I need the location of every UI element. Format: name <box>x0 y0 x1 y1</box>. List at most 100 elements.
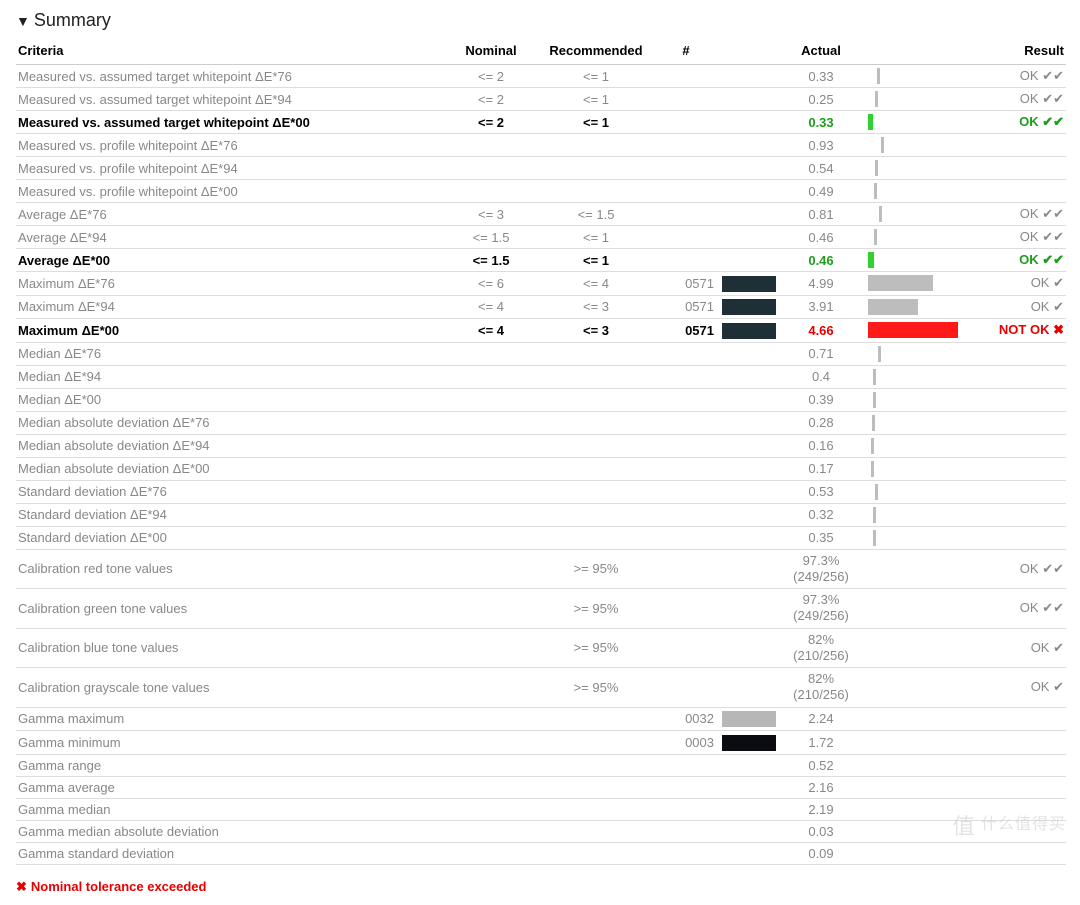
nominal-cell <box>446 754 536 776</box>
swatch-cell <box>716 249 776 272</box>
value-tick <box>871 438 874 454</box>
number-cell: 0571 <box>656 319 716 343</box>
swatch-cell <box>716 180 776 203</box>
table-row: Average ΔE*94<= 1.5<= 10.46OK ✔✔ <box>16 226 1066 249</box>
nominal-cell <box>446 731 536 755</box>
nominal-cell: <= 6 <box>446 272 536 296</box>
number-cell <box>656 111 716 134</box>
bar-cell <box>866 628 956 668</box>
criteria-cell: Gamma average <box>16 776 446 798</box>
table-row: Gamma standard deviation0.09 <box>16 842 1066 864</box>
criteria-cell: Median absolute deviation ΔE*00 <box>16 457 446 480</box>
swatch-cell <box>716 842 776 864</box>
color-swatch <box>722 735 776 751</box>
number-cell <box>656 503 716 526</box>
criteria-cell: Gamma range <box>16 754 446 776</box>
criteria-cell: Standard deviation ΔE*00 <box>16 526 446 549</box>
nominal-cell <box>446 707 536 731</box>
swatch-cell <box>716 434 776 457</box>
recommended-cell <box>536 134 656 157</box>
footer-text: Nominal tolerance exceeded <box>31 879 207 894</box>
value-tick <box>878 346 881 362</box>
nominal-cell <box>446 134 536 157</box>
summary-toggle[interactable]: ▼Summary <box>16 10 1064 31</box>
actual-cell: 0.39 <box>776 388 866 411</box>
swatch-cell <box>716 65 776 88</box>
summary-title: Summary <box>34 10 111 30</box>
bar-cell <box>866 526 956 549</box>
result-cell: OK ✔✔ <box>956 589 1066 629</box>
nominal-cell <box>446 798 536 820</box>
actual-cell: 0.4 <box>776 365 866 388</box>
table-row: Standard deviation ΔE*000.35 <box>16 526 1066 549</box>
number-cell <box>656 842 716 864</box>
result-cell <box>956 820 1066 842</box>
table-row: Average ΔE*76<= 3<= 1.50.81OK ✔✔ <box>16 203 1066 226</box>
nominal-cell <box>446 668 536 708</box>
actual-cell: 97.3%(249/256) <box>776 589 866 629</box>
number-cell <box>656 798 716 820</box>
bar-cell <box>866 295 956 319</box>
nominal-cell: <= 1.5 <box>446 249 536 272</box>
recommended-cell: <= 3 <box>536 319 656 343</box>
recommended-cell <box>536 388 656 411</box>
actual-cell: 0.25 <box>776 88 866 111</box>
recommended-cell: >= 95% <box>536 628 656 668</box>
swatch-cell <box>716 628 776 668</box>
nominal-cell <box>446 365 536 388</box>
nominal-cell <box>446 526 536 549</box>
recommended-cell <box>536 157 656 180</box>
value-bar <box>868 114 873 130</box>
value-tick <box>873 369 876 385</box>
criteria-cell: Calibration blue tone values <box>16 628 446 668</box>
actual-cell: 97.3%(249/256) <box>776 549 866 589</box>
recommended-cell: <= 1.5 <box>536 203 656 226</box>
swatch-cell <box>716 365 776 388</box>
bar-cell <box>866 707 956 731</box>
criteria-cell: Gamma maximum <box>16 707 446 731</box>
actual-cell: 0.81 <box>776 203 866 226</box>
table-row: Calibration green tone values>= 95%97.3%… <box>16 589 1066 629</box>
bar-cell <box>866 589 956 629</box>
check-icon: ✔ <box>1049 299 1064 314</box>
value-tick <box>881 137 884 153</box>
col-recommended: Recommended <box>536 39 656 65</box>
criteria-cell: Median ΔE*00 <box>16 388 446 411</box>
actual-cell: 1.72 <box>776 731 866 755</box>
number-cell: 0032 <box>656 707 716 731</box>
recommended-cell <box>536 434 656 457</box>
number-cell <box>656 88 716 111</box>
check-icon: ✔✔ <box>1039 91 1064 106</box>
color-swatch <box>722 711 776 727</box>
criteria-cell: Median absolute deviation ΔE*76 <box>16 411 446 434</box>
nominal-cell <box>446 842 536 864</box>
result-cell: OK ✔✔ <box>956 549 1066 589</box>
criteria-cell: Median absolute deviation ΔE*94 <box>16 434 446 457</box>
actual-cell: 0.46 <box>776 226 866 249</box>
bar-cell <box>866 388 956 411</box>
actual-cell: 0.53 <box>776 480 866 503</box>
number-cell <box>656 134 716 157</box>
value-tick <box>872 415 875 431</box>
check-icon: ✔ <box>1049 640 1064 655</box>
criteria-cell: Gamma standard deviation <box>16 842 446 864</box>
nominal-cell <box>446 820 536 842</box>
check-icon: ✔✔ <box>1039 206 1064 221</box>
criteria-cell: Maximum ΔE*76 <box>16 272 446 296</box>
number-cell <box>656 226 716 249</box>
number-cell <box>656 203 716 226</box>
result-cell: OK ✔✔ <box>956 88 1066 111</box>
summary-table: Criteria Nominal Recommended # Actual Re… <box>16 39 1066 865</box>
swatch-cell <box>716 457 776 480</box>
nominal-cell <box>446 388 536 411</box>
swatch-cell <box>716 707 776 731</box>
recommended-cell <box>536 342 656 365</box>
actual-cell: 2.16 <box>776 776 866 798</box>
swatch-cell <box>716 388 776 411</box>
nominal-cell: <= 3 <box>446 203 536 226</box>
table-row: Maximum ΔE*76<= 6<= 405714.99OK ✔ <box>16 272 1066 296</box>
col-result: Result <box>956 39 1066 65</box>
table-header-row: Criteria Nominal Recommended # Actual Re… <box>16 39 1066 65</box>
table-row: Measured vs. profile whitepoint ΔE*760.9… <box>16 134 1066 157</box>
bar-cell <box>866 226 956 249</box>
